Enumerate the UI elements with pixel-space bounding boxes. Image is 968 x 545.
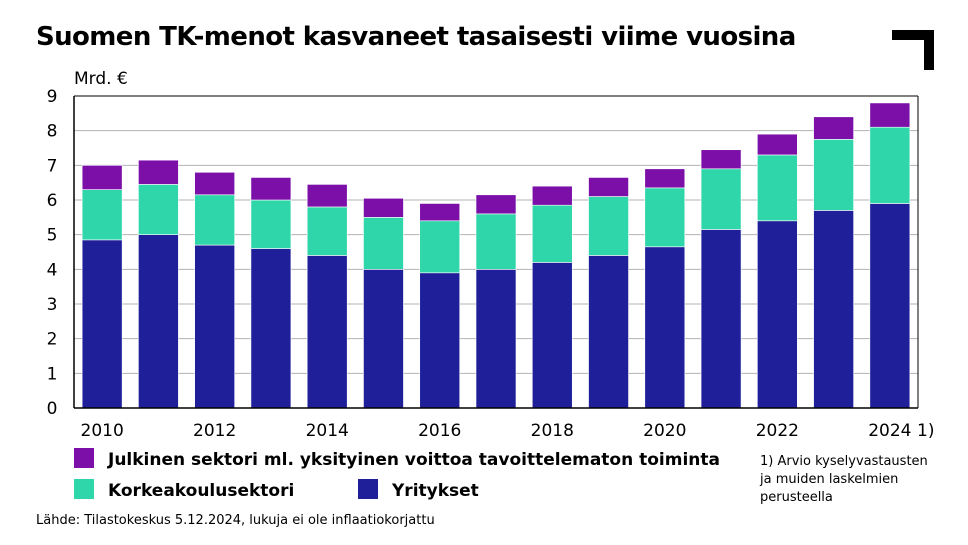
y-axis-unit-label: Mrd. € <box>74 69 128 89</box>
bar-segment-korkeakoulu-2011 <box>138 184 179 235</box>
bar-segment-julkinen-2019 <box>588 177 629 197</box>
y-tick-label: 2 <box>47 330 58 350</box>
bar-segment-korkeakoulu-2016 <box>419 220 461 274</box>
y-tick-label: 7 <box>47 156 58 176</box>
legend-label-korkeakoulu: Korkeakoulusektori <box>108 481 295 501</box>
x-tick-label: 2022 <box>756 421 799 441</box>
bar-segment-korkeakoulu-2022 <box>757 154 798 222</box>
legend-swatch-yritykset <box>358 479 378 499</box>
bar-segment-julkinen-2022 <box>757 133 798 156</box>
bar-segment-yritykset-2010 <box>81 239 123 409</box>
x-tick-label: 2012 <box>193 421 236 441</box>
legend-item-julkinen: Julkinen sektori ml. yksityinen voittoa … <box>74 448 720 470</box>
x-tick-label: 2010 <box>81 421 124 441</box>
bar-segment-korkeakoulu-2023 <box>813 139 854 211</box>
bar-segment-yritykset-2015 <box>363 269 404 409</box>
bar-segment-korkeakoulu-2014 <box>306 206 348 256</box>
bar-segment-korkeakoulu-2019 <box>588 196 629 256</box>
bar-segment-julkinen-2016 <box>419 203 461 222</box>
bar-segment-julkinen-2014 <box>306 184 348 208</box>
bar-segment-yritykset-2024 <box>869 203 911 409</box>
bar-segment-yritykset-2020 <box>644 246 686 409</box>
bar-segment-korkeakoulu-2012 <box>194 194 235 246</box>
y-tick-label: 4 <box>47 260 58 280</box>
bar-segment-korkeakoulu-2010 <box>81 189 123 241</box>
bar-segment-yritykset-2017 <box>475 269 517 409</box>
bar-segment-julkinen-2012 <box>194 171 235 196</box>
legend-item-korkeakoulu: Korkeakoulusektori <box>74 479 294 501</box>
logo-shape <box>892 30 934 70</box>
bar-segment-julkinen-2017 <box>475 194 517 215</box>
y-tick-label: 5 <box>47 226 58 246</box>
legend-item-yritykset: Yritykset <box>358 479 479 501</box>
bar-segment-korkeakoulu-2020 <box>644 187 686 248</box>
footnote-marker: 1) <box>917 421 934 441</box>
bar-segment-yritykset-2014 <box>306 255 348 409</box>
bar-segment-korkeakoulu-2015 <box>363 217 404 270</box>
bar-segment-yritykset-2011 <box>138 234 179 409</box>
bar-segment-korkeakoulu-2018 <box>531 204 573 263</box>
bar-segment-korkeakoulu-2013 <box>250 199 292 249</box>
bar-segment-yritykset-2019 <box>588 255 629 409</box>
bar-segment-yritykset-2021 <box>700 229 742 409</box>
bar-segment-julkinen-2020 <box>644 168 686 189</box>
bar-segment-julkinen-2023 <box>813 116 854 140</box>
legend-swatch-korkeakoulu <box>74 479 94 499</box>
bar-segment-yritykset-2023 <box>813 210 854 409</box>
bar-segment-julkinen-2021 <box>700 149 742 170</box>
y-tick-label: 3 <box>47 295 58 315</box>
bar-segment-yritykset-2013 <box>250 248 292 409</box>
bar-segment-julkinen-2010 <box>81 165 123 190</box>
legend-swatch-julkinen <box>74 448 94 468</box>
chart-title: Suomen TK-menot kasvaneet tasaisesti vii… <box>36 22 796 52</box>
bar-segment-yritykset-2012 <box>194 244 235 409</box>
bar-segment-yritykset-2016 <box>419 272 461 409</box>
bar-segment-julkinen-2011 <box>138 159 179 185</box>
bar-segment-korkeakoulu-2021 <box>700 168 742 230</box>
bar-segment-yritykset-2022 <box>757 220 798 409</box>
bar-segment-julkinen-2018 <box>531 185 573 206</box>
legend-label-julkinen: Julkinen sektori ml. yksityinen voittoa … <box>108 450 720 470</box>
y-tick-label: 1 <box>47 364 58 384</box>
source-note: Lähde: Tilastokeskus 5.12.2024, lukuja e… <box>36 513 435 528</box>
y-tick-label: 9 <box>47 87 58 107</box>
x-tick-label: 2018 <box>531 421 574 441</box>
y-tick-label: 6 <box>47 191 58 211</box>
x-tick-label: 2024 <box>868 421 911 441</box>
logo-icon <box>892 30 934 70</box>
y-tick-label: 0 <box>47 399 58 419</box>
bar-segment-korkeakoulu-2017 <box>475 213 517 270</box>
legend-label-yritykset: Yritykset <box>392 481 479 501</box>
y-tick-label: 8 <box>47 122 58 142</box>
footnote: 1) Arvio kyselyvastausten ja muiden lask… <box>760 454 928 505</box>
bar-segment-julkinen-2024 <box>869 102 911 128</box>
bar-segment-yritykset-2018 <box>531 262 573 409</box>
x-tick-label: 2020 <box>643 421 686 441</box>
x-tick-label: 2016 <box>418 421 461 441</box>
bar-segment-julkinen-2015 <box>363 197 404 218</box>
bar-segment-korkeakoulu-2024 <box>869 126 911 204</box>
bar-segment-julkinen-2013 <box>250 177 292 201</box>
x-tick-label: 2014 <box>306 421 349 441</box>
